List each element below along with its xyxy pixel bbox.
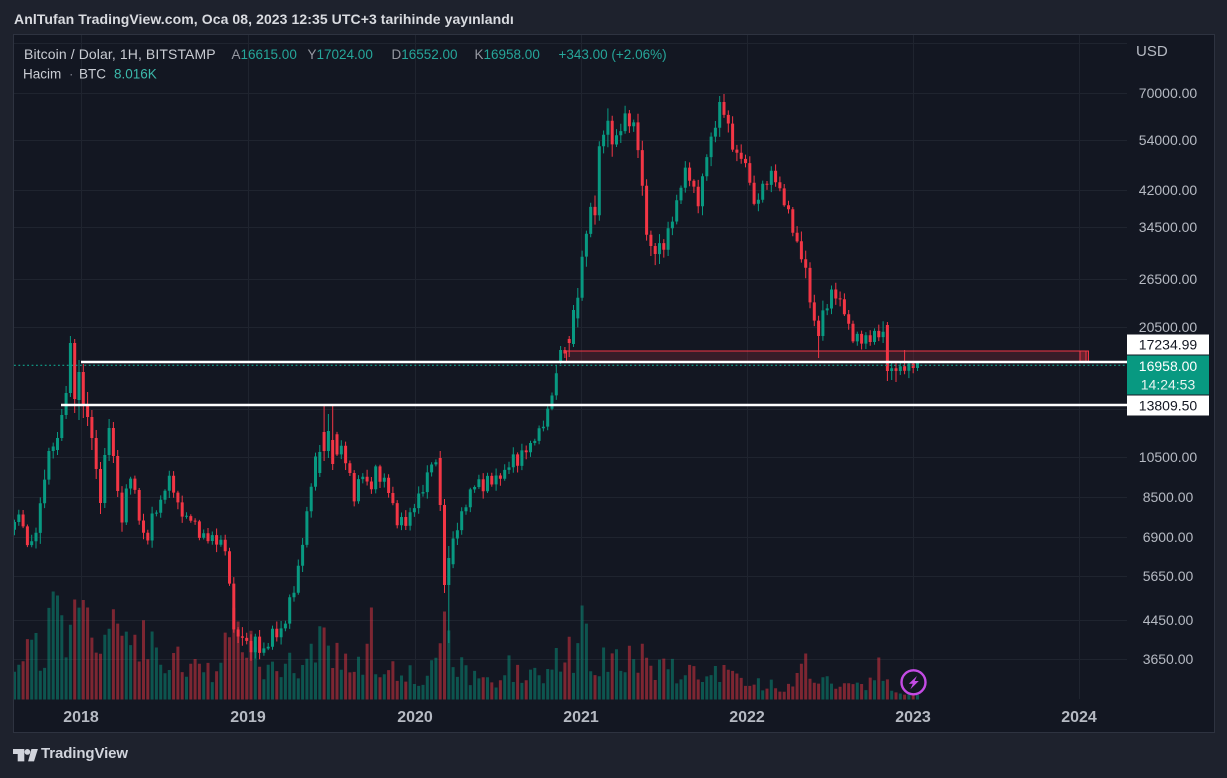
svg-text:2018: 2018 [63, 709, 99, 726]
svg-text:USD: USD [1136, 43, 1168, 60]
svg-text:D16552.00: D16552.00 [392, 47, 458, 62]
svg-text:3650.00: 3650.00 [1143, 651, 1194, 667]
svg-text:34500.00: 34500.00 [1139, 219, 1198, 235]
svg-text:5650.00: 5650.00 [1143, 568, 1194, 584]
svg-text:+343.00 (+2.06%): +343.00 (+2.06%) [559, 47, 667, 62]
svg-text:10500.00: 10500.00 [1139, 449, 1198, 465]
svg-text:6900.00: 6900.00 [1143, 529, 1194, 545]
svg-text:2023: 2023 [895, 709, 931, 726]
svg-text:8500.00: 8500.00 [1143, 489, 1194, 505]
svg-text:20500.00: 20500.00 [1139, 319, 1198, 335]
svg-text:13809.50: 13809.50 [1139, 398, 1198, 414]
svg-text:16958.00: 16958.00 [1139, 358, 1198, 374]
svg-text:K16958.00: K16958.00 [475, 47, 540, 62]
svg-text:4450.00: 4450.00 [1143, 612, 1194, 628]
svg-text:Y17024.00: Y17024.00 [308, 47, 373, 62]
svg-text:54000.00: 54000.00 [1139, 132, 1198, 148]
svg-text:17234.99: 17234.99 [1139, 337, 1198, 353]
svg-text:2022: 2022 [729, 709, 765, 726]
svg-text:2020: 2020 [397, 709, 433, 726]
svg-text:Bitcoin / Dolar, 1H, BITSTAMP: Bitcoin / Dolar, 1H, BITSTAMP [24, 46, 216, 62]
svg-text:42000.00: 42000.00 [1139, 182, 1198, 198]
svg-text:26500.00: 26500.00 [1139, 271, 1198, 287]
svg-text:2021: 2021 [563, 709, 599, 726]
svg-text:A16615.00: A16615.00 [232, 47, 297, 62]
svg-text:70000.00: 70000.00 [1139, 85, 1198, 101]
svg-text:8.016K: 8.016K [114, 67, 157, 82]
svg-text:2019: 2019 [230, 709, 266, 726]
svg-text:14:24:53: 14:24:53 [1141, 377, 1196, 393]
svg-text:2024: 2024 [1061, 709, 1097, 726]
